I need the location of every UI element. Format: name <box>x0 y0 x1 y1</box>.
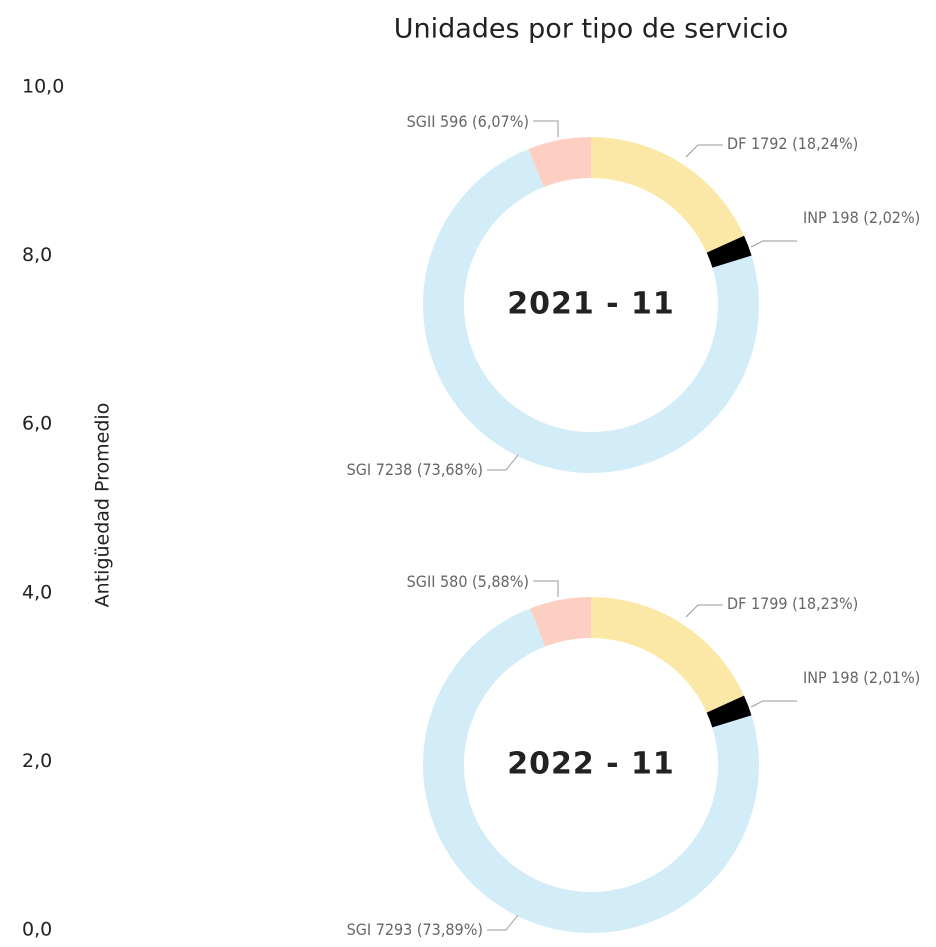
donut-segment <box>591 137 745 253</box>
donut-segment <box>706 695 752 728</box>
donut-segment <box>530 597 591 647</box>
y-tick-label: 0,0 <box>22 919 52 941</box>
data-label: DF 1792 (18,24%) <box>727 134 859 153</box>
leader-line <box>487 454 519 471</box>
data-label: SGI 7293 (73,89%) <box>346 920 483 939</box>
donut-segment <box>591 597 745 713</box>
donut-segment <box>706 235 752 268</box>
y-tick-label: 10,0 <box>22 76 64 98</box>
donut-segment <box>528 137 591 188</box>
leader-line <box>487 914 519 931</box>
y-tick-label: 4,0 <box>22 581 52 603</box>
y-tick-label: 6,0 <box>22 413 52 435</box>
y-tick-label: 8,0 <box>22 244 52 266</box>
y-axis-label: Antigüedad Promedio <box>92 403 114 608</box>
leader-line <box>533 120 559 137</box>
data-label: SGII 596 (6,07%) <box>406 112 529 131</box>
leader-line <box>685 144 723 158</box>
leader-line <box>533 580 559 597</box>
leader-line <box>750 700 797 708</box>
data-label: DF 1799 (18,23%) <box>727 594 859 613</box>
data-label: SGII 580 (5,88%) <box>406 572 529 591</box>
chart-title: Unidades por tipo de servicio <box>394 14 789 45</box>
center-label: 2021 - 11 <box>507 287 675 322</box>
center-label: 2022 - 11 <box>507 747 675 782</box>
leader-line <box>685 604 723 618</box>
data-label: INP 198 (2,02%) <box>803 208 921 227</box>
data-label: SGI 7238 (73,68%) <box>346 460 483 479</box>
y-tick-label: 2,0 <box>22 750 52 772</box>
leader-line <box>750 240 797 248</box>
data-label: INP 198 (2,01%) <box>803 668 921 687</box>
